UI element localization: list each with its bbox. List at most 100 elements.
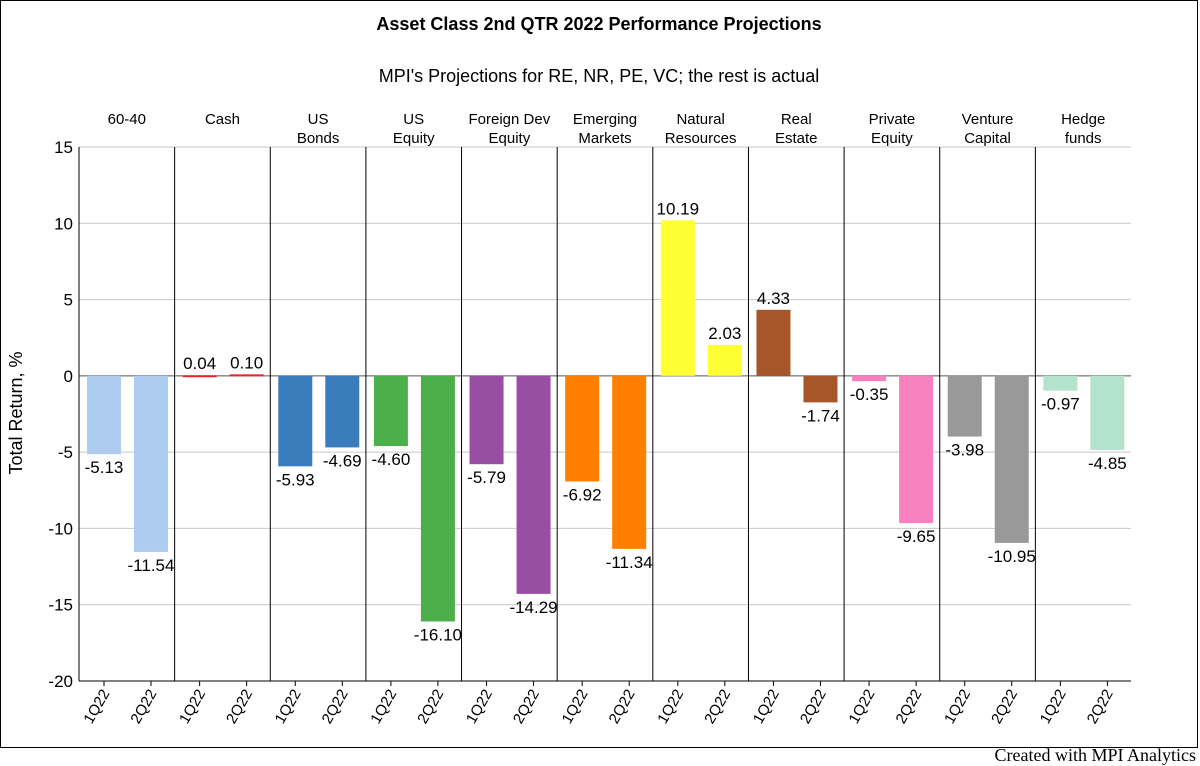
x-tick-label: 1Q22 [463, 687, 496, 727]
data-label: 2.03 [708, 324, 741, 343]
data-label: -6.92 [563, 485, 602, 504]
x-tick-label: 2Q22 [223, 687, 256, 727]
bar [707, 344, 742, 376]
bar [994, 375, 1029, 543]
x-tick-label: 1Q22 [559, 687, 592, 727]
bar [469, 375, 504, 465]
y-tick-label: 10 [54, 214, 73, 233]
data-label: -0.97 [1041, 395, 1080, 414]
x-tick-label: 2Q22 [319, 687, 352, 727]
plot-area: 15 10 5 0 -5 -10 -15 -20 60-40 -5.13 1Q22 -11.54 2Q2… [48, 111, 1131, 727]
y-tick-label: -15 [48, 596, 73, 615]
x-tick-label: 1Q22 [1037, 687, 1070, 727]
panel-label: Emerging [573, 111, 637, 128]
credit-text: Created with MPI Analytics [994, 745, 1196, 765]
panel-label: US [403, 111, 424, 128]
x-tick-label: 2Q22 [510, 687, 543, 727]
panel-label: Real [781, 111, 812, 128]
bar [516, 375, 551, 594]
x-tick-label: 2Q22 [988, 687, 1021, 727]
chart-title: Asset Class 2nd QTR 2022 Performance Pro… [376, 14, 821, 34]
panel-label: Cash [205, 111, 240, 128]
bar [803, 375, 838, 403]
chart-frame [0, 0, 1198, 748]
y-tick-label: 15 [54, 138, 73, 157]
y-axis-title: Total Return, % [6, 351, 26, 474]
x-tick-label: 2Q22 [127, 687, 160, 727]
bar [373, 375, 408, 447]
y-tick-label: -20 [48, 672, 73, 691]
bar [134, 375, 168, 552]
panel-label: Capital [964, 130, 1011, 147]
bar [1090, 375, 1125, 450]
x-tick-label: 1Q22 [750, 687, 783, 727]
bar [612, 375, 647, 549]
y-tick-label: -5 [58, 443, 73, 462]
data-label: -1.74 [801, 406, 840, 425]
data-label: -4.85 [1088, 454, 1127, 473]
bar [947, 375, 982, 437]
x-tick-label: 1Q22 [941, 687, 974, 727]
bar [565, 375, 600, 482]
panel-label: Foreign Dev [469, 111, 551, 128]
panel-label: Private [869, 111, 916, 128]
bar [278, 375, 313, 467]
panel-label: Natural [676, 111, 724, 128]
x-tick-label: 1Q22 [176, 687, 209, 727]
data-label: -0.35 [850, 385, 889, 404]
data-label: -11.54 [128, 556, 175, 575]
bar [1043, 375, 1078, 391]
panel-label: Venture [962, 111, 1014, 128]
data-label: -14.29 [509, 598, 557, 617]
x-tick-label: 2Q22 [797, 687, 830, 727]
y-tick-label: -10 [48, 519, 73, 538]
x-tick-label: 2Q22 [892, 687, 925, 727]
x-tick-label: 2Q22 [414, 687, 447, 727]
x-tick-label: 1Q22 [367, 687, 400, 727]
x-tick-label: 2Q22 [606, 687, 639, 727]
panel-label: US [308, 111, 329, 128]
data-label: 10.19 [657, 199, 700, 218]
data-label: -9.65 [897, 527, 936, 546]
bar [325, 375, 360, 448]
data-label: -3.98 [945, 441, 984, 460]
bar [899, 375, 934, 524]
data-label: 0.10 [230, 353, 263, 372]
data-label: -5.79 [467, 468, 506, 487]
data-label: 4.33 [757, 289, 790, 308]
panel-label: Equity [393, 130, 435, 147]
data-label: -5.13 [85, 458, 124, 477]
x-tick-label: 1Q22 [845, 687, 878, 727]
x-tick-label: 1Q22 [80, 687, 113, 727]
panel-label: Markets [578, 130, 631, 147]
x-tick-label: 2Q22 [701, 687, 734, 727]
y-tick-label: 5 [64, 291, 73, 310]
bar [182, 375, 217, 378]
panel-label: Equity [871, 130, 913, 147]
y-tick-label: 0 [64, 367, 73, 386]
data-label: -16.10 [414, 625, 462, 644]
x-tick-label: 1Q22 [654, 687, 687, 727]
panel-label: Hedge [1061, 111, 1105, 128]
panel-label: Equity [489, 130, 531, 147]
chart-subtitle: MPI's Projections for RE, NR, PE, VC; th… [379, 66, 820, 86]
data-label: -11.34 [606, 553, 653, 572]
data-label: -5.93 [276, 470, 315, 489]
panel-label: funds [1065, 130, 1102, 147]
bar [87, 375, 121, 455]
data-label: 0.04 [183, 354, 216, 373]
x-tick-label: 1Q22 [272, 687, 305, 727]
x-tick-label: 2Q22 [1084, 687, 1117, 727]
data-label: -10.95 [988, 547, 1036, 566]
panel-label: 60-40 [108, 111, 146, 128]
data-label: -4.60 [372, 450, 411, 469]
data-label: -4.69 [323, 451, 362, 470]
bar [756, 309, 791, 376]
panel-label: Estate [775, 130, 818, 147]
bar [852, 375, 887, 382]
bar [420, 375, 455, 622]
panel-label: Resources [665, 130, 737, 147]
bar [660, 220, 695, 376]
panel-label: Bonds [297, 130, 340, 147]
